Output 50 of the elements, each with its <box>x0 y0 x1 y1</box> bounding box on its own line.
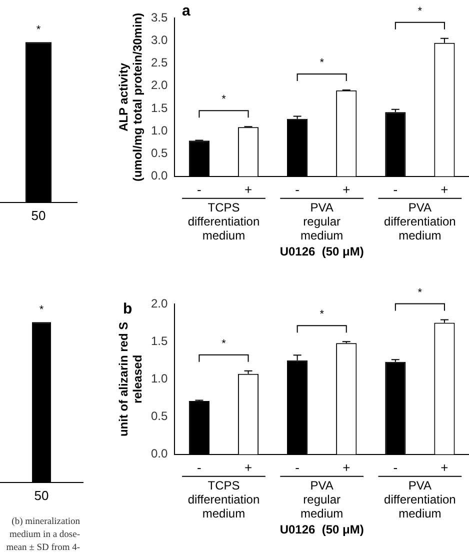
text: * <box>36 24 42 36</box>
x-axis-title: U0126 (50 μM) <box>280 244 364 258</box>
text: * <box>418 286 423 299</box>
text: PVA regular medium <box>300 200 344 242</box>
y-tick-label: 0.5 <box>150 409 168 424</box>
y-tick-label: 2.0 <box>150 296 168 310</box>
y-tick-label: 1.5 <box>150 334 168 348</box>
text: PVA differentiation medium <box>384 478 456 520</box>
x-tick-label: - <box>197 460 202 475</box>
x-tick-label: + <box>342 182 350 197</box>
x-tick-label: - <box>197 182 202 197</box>
text: mean ± SD from 4- <box>5 542 80 555</box>
y-tick-label: 3.0 <box>150 32 168 47</box>
x-tick-label: - <box>393 182 398 197</box>
x-tick-label: - <box>295 182 300 197</box>
y-axis-title: unit of alizarin red S released <box>116 322 144 437</box>
text: TCPS differentiation medium <box>188 478 260 520</box>
chart-title: b <box>123 300 132 318</box>
text: PVA differentiation medium <box>384 200 456 242</box>
annotation: * <box>222 338 227 350</box>
text: * <box>39 304 44 316</box>
text: TCPS differentiation medium <box>188 200 260 242</box>
y-axis-title: ALP activity (umol/mg total protein/30min) <box>116 12 144 182</box>
y-tick-label: 2.0 <box>150 78 168 92</box>
x-tick-label: 50 <box>31 208 46 223</box>
y-tick-label: 3.5 <box>150 10 168 24</box>
annotation: * <box>320 56 325 69</box>
x-tick-label: - <box>295 460 300 475</box>
x-tick-label: + <box>244 182 252 197</box>
y-tick-label: 2.5 <box>150 56 168 70</box>
x-tick-label: + <box>440 182 448 197</box>
x-tick-label: + <box>342 460 350 475</box>
y-tick-label: 0.0 <box>150 168 168 183</box>
x-tick-label: 50 <box>34 488 49 503</box>
y-tick-label: 1.5 <box>150 100 168 115</box>
text: PVA regular medium <box>300 478 344 520</box>
x-tick-label: + <box>244 460 252 475</box>
y-tick-label: 0.0 <box>150 446 168 461</box>
x-axis-title: U0126 (50 μM) <box>280 522 364 536</box>
chart-title: a <box>182 2 191 20</box>
text: (b) mineralization <box>10 516 80 529</box>
y-tick-label: 1.0 <box>150 372 168 386</box>
y-tick-label: 0.5 <box>150 146 168 160</box>
x-tick-label: + <box>440 460 448 475</box>
annotation: * <box>320 308 325 321</box>
text: medium in a dose- <box>8 529 80 542</box>
y-tick-label: 1.0 <box>150 123 168 138</box>
x-tick-label: - <box>393 460 398 475</box>
annotation: * <box>222 94 227 106</box>
text: * <box>418 5 423 18</box>
